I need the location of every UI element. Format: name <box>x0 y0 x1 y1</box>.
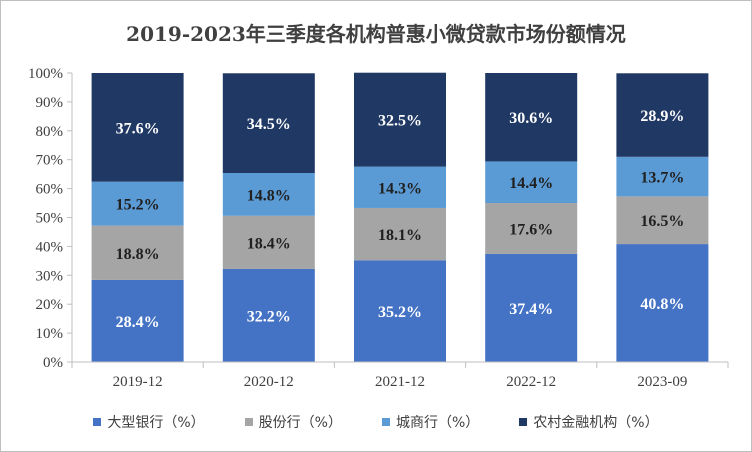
y-tick-label: 30% <box>36 268 64 284</box>
bar-segment <box>354 260 446 362</box>
bar-segment <box>91 225 184 280</box>
bar-segment <box>222 268 315 362</box>
bar-segment <box>485 161 578 204</box>
bar-segment <box>222 73 315 173</box>
y-tick-label: 40% <box>36 239 64 255</box>
data-label: 18.1% <box>378 227 422 244</box>
data-label: 18.8% <box>116 246 160 263</box>
legend-label: 股份行（%） <box>258 415 342 431</box>
legend-swatch <box>382 418 390 426</box>
data-label: 28.4% <box>116 314 160 331</box>
data-label: 14.3% <box>378 180 422 197</box>
y-tick-label: 70% <box>36 153 64 169</box>
x-tick-label: 2019-12 <box>113 374 163 390</box>
legend-label: 农村金融机构（%） <box>533 415 659 431</box>
chart-title: 2019-2023年三季度各机构普惠小微贷款市场份额情况 <box>126 22 626 46</box>
legend-label: 城商行（%） <box>396 415 480 431</box>
data-label: 15.2% <box>116 197 160 214</box>
data-label: 14.8% <box>247 187 291 204</box>
bar-segment <box>354 72 446 167</box>
data-label: 32.2% <box>247 308 291 325</box>
y-tick-label: 100% <box>28 66 63 82</box>
y-tick-label: 50% <box>36 211 64 227</box>
bar-segment <box>222 215 315 269</box>
bar-segment <box>354 207 446 261</box>
data-label: 28.9% <box>640 108 684 125</box>
bar-segment <box>485 253 578 362</box>
x-tick-label: 2023-09 <box>637 374 687 390</box>
data-label: 16.5% <box>640 213 684 230</box>
bar-segment <box>354 166 446 208</box>
legend-swatch <box>244 418 253 426</box>
legend-item: 城商行（%） <box>382 412 479 432</box>
x-tick-label: 2022-12 <box>506 374 556 390</box>
y-tick-label: 90% <box>36 95 64 111</box>
data-label: 18.4% <box>247 235 291 252</box>
y-tick-label: 10% <box>36 326 64 342</box>
legend-item: 股份行（%） <box>244 412 342 432</box>
legend-swatch <box>519 418 528 426</box>
data-label: 40.8% <box>640 296 684 313</box>
y-tick-label: 80% <box>36 124 64 140</box>
legend-label: 大型银行（%） <box>107 415 205 431</box>
chart-legend: 大型银行（%） 股份行（%） 城商行（%） 农村金融机构（%） <box>0 412 752 432</box>
bar-segment <box>616 196 709 245</box>
data-label: 37.4% <box>509 301 553 318</box>
data-label: 32.5% <box>378 113 422 130</box>
legend-item: 大型银行（%） <box>93 412 205 432</box>
x-tick-label: 2020-12 <box>244 374 294 390</box>
bar-segment <box>616 73 709 157</box>
legend-swatch <box>93 418 102 426</box>
bar-segment <box>91 279 184 362</box>
data-label: 34.5% <box>247 116 291 133</box>
bar-segment <box>91 181 184 226</box>
y-tick-label: 60% <box>36 182 64 198</box>
x-tick-label: 2021-12 <box>375 374 425 390</box>
bar-segment <box>222 172 315 216</box>
data-label: 37.6% <box>116 120 160 137</box>
y-tick-label: 20% <box>36 297 64 313</box>
bar-segment <box>485 73 578 162</box>
bar-segment <box>485 203 578 254</box>
data-label: 13.7% <box>640 170 684 187</box>
bar-segment <box>91 73 184 182</box>
data-label: 30.6% <box>509 110 553 127</box>
y-tick-label: 0% <box>43 355 63 371</box>
data-label: 14.4% <box>509 175 553 192</box>
bar-segment <box>616 244 709 362</box>
legend-item: 农村金融机构（%） <box>519 412 659 432</box>
data-label: 35.2% <box>378 304 422 321</box>
bar-segment <box>616 156 709 197</box>
data-label: 17.6% <box>509 221 553 238</box>
